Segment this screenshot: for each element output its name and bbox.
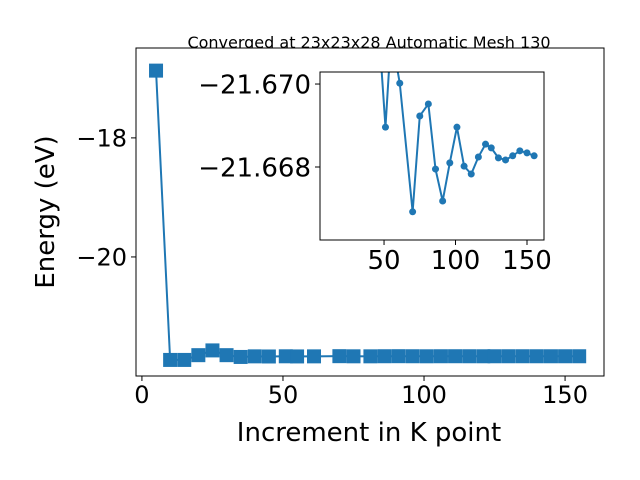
marker <box>332 349 347 364</box>
marker <box>529 349 544 364</box>
marker <box>247 349 262 364</box>
marker <box>346 349 361 364</box>
marker <box>515 349 530 364</box>
marker <box>261 349 276 364</box>
marker <box>572 349 587 364</box>
x-axis-label: Increment in K point <box>237 418 501 448</box>
x-tick-label: 150 <box>502 246 552 276</box>
marker <box>363 349 378 364</box>
marker <box>405 349 420 364</box>
x-tick-label: 100 <box>401 381 447 409</box>
marker <box>502 156 510 164</box>
marker <box>446 159 454 167</box>
marker <box>448 349 463 364</box>
marker <box>391 349 406 364</box>
marker <box>433 349 448 364</box>
marker <box>494 154 502 162</box>
x-tick-label: 50 <box>367 246 400 276</box>
marker <box>409 208 417 216</box>
marker <box>290 349 305 364</box>
axes-frame <box>319 71 545 241</box>
data-line <box>380 72 535 212</box>
y-tick-label: −21.668 <box>198 153 311 183</box>
marker <box>523 149 531 157</box>
marker <box>149 63 164 78</box>
marker <box>419 349 434 364</box>
y-tick-label: −18 <box>76 125 127 153</box>
marker <box>509 152 517 160</box>
axes-frame <box>135 47 605 377</box>
marker <box>501 349 516 364</box>
marker <box>462 349 477 364</box>
marker <box>516 147 524 155</box>
marker <box>396 79 404 87</box>
chart-title: Converged at 23x23x28 Automatic Mesh 130 <box>187 33 550 52</box>
marker <box>373 0 380 5</box>
marker <box>487 349 502 364</box>
plot-clip <box>373 0 538 216</box>
marker <box>474 153 482 161</box>
marker <box>278 349 293 364</box>
marker <box>476 349 491 364</box>
marker <box>432 165 440 173</box>
x-tick-label: 50 <box>268 381 299 409</box>
marker <box>558 349 573 364</box>
marker <box>381 123 389 131</box>
marker <box>307 349 322 364</box>
y-tick-label: −20 <box>76 244 127 272</box>
marker <box>467 170 475 178</box>
marker <box>177 352 192 367</box>
marker <box>163 352 178 367</box>
marker <box>530 152 538 160</box>
marker <box>219 348 234 363</box>
marker <box>191 348 206 363</box>
marker <box>424 100 432 108</box>
marker <box>543 349 558 364</box>
marker <box>377 349 392 364</box>
y-tick-label: −21.670 <box>198 70 311 100</box>
x-tick-label: 0 <box>134 381 149 409</box>
x-tick-label: 100 <box>431 246 481 276</box>
x-tick-label: 150 <box>542 381 588 409</box>
plot-clip <box>149 63 587 367</box>
marker <box>416 112 424 120</box>
marker <box>453 123 461 131</box>
marker <box>487 144 495 152</box>
marker <box>205 343 220 358</box>
marker <box>460 162 468 170</box>
marker <box>439 197 447 205</box>
y-axis-label: Energy (eV) <box>31 135 61 288</box>
marker <box>233 349 248 364</box>
plot-area <box>320 72 544 240</box>
marker <box>482 140 490 148</box>
